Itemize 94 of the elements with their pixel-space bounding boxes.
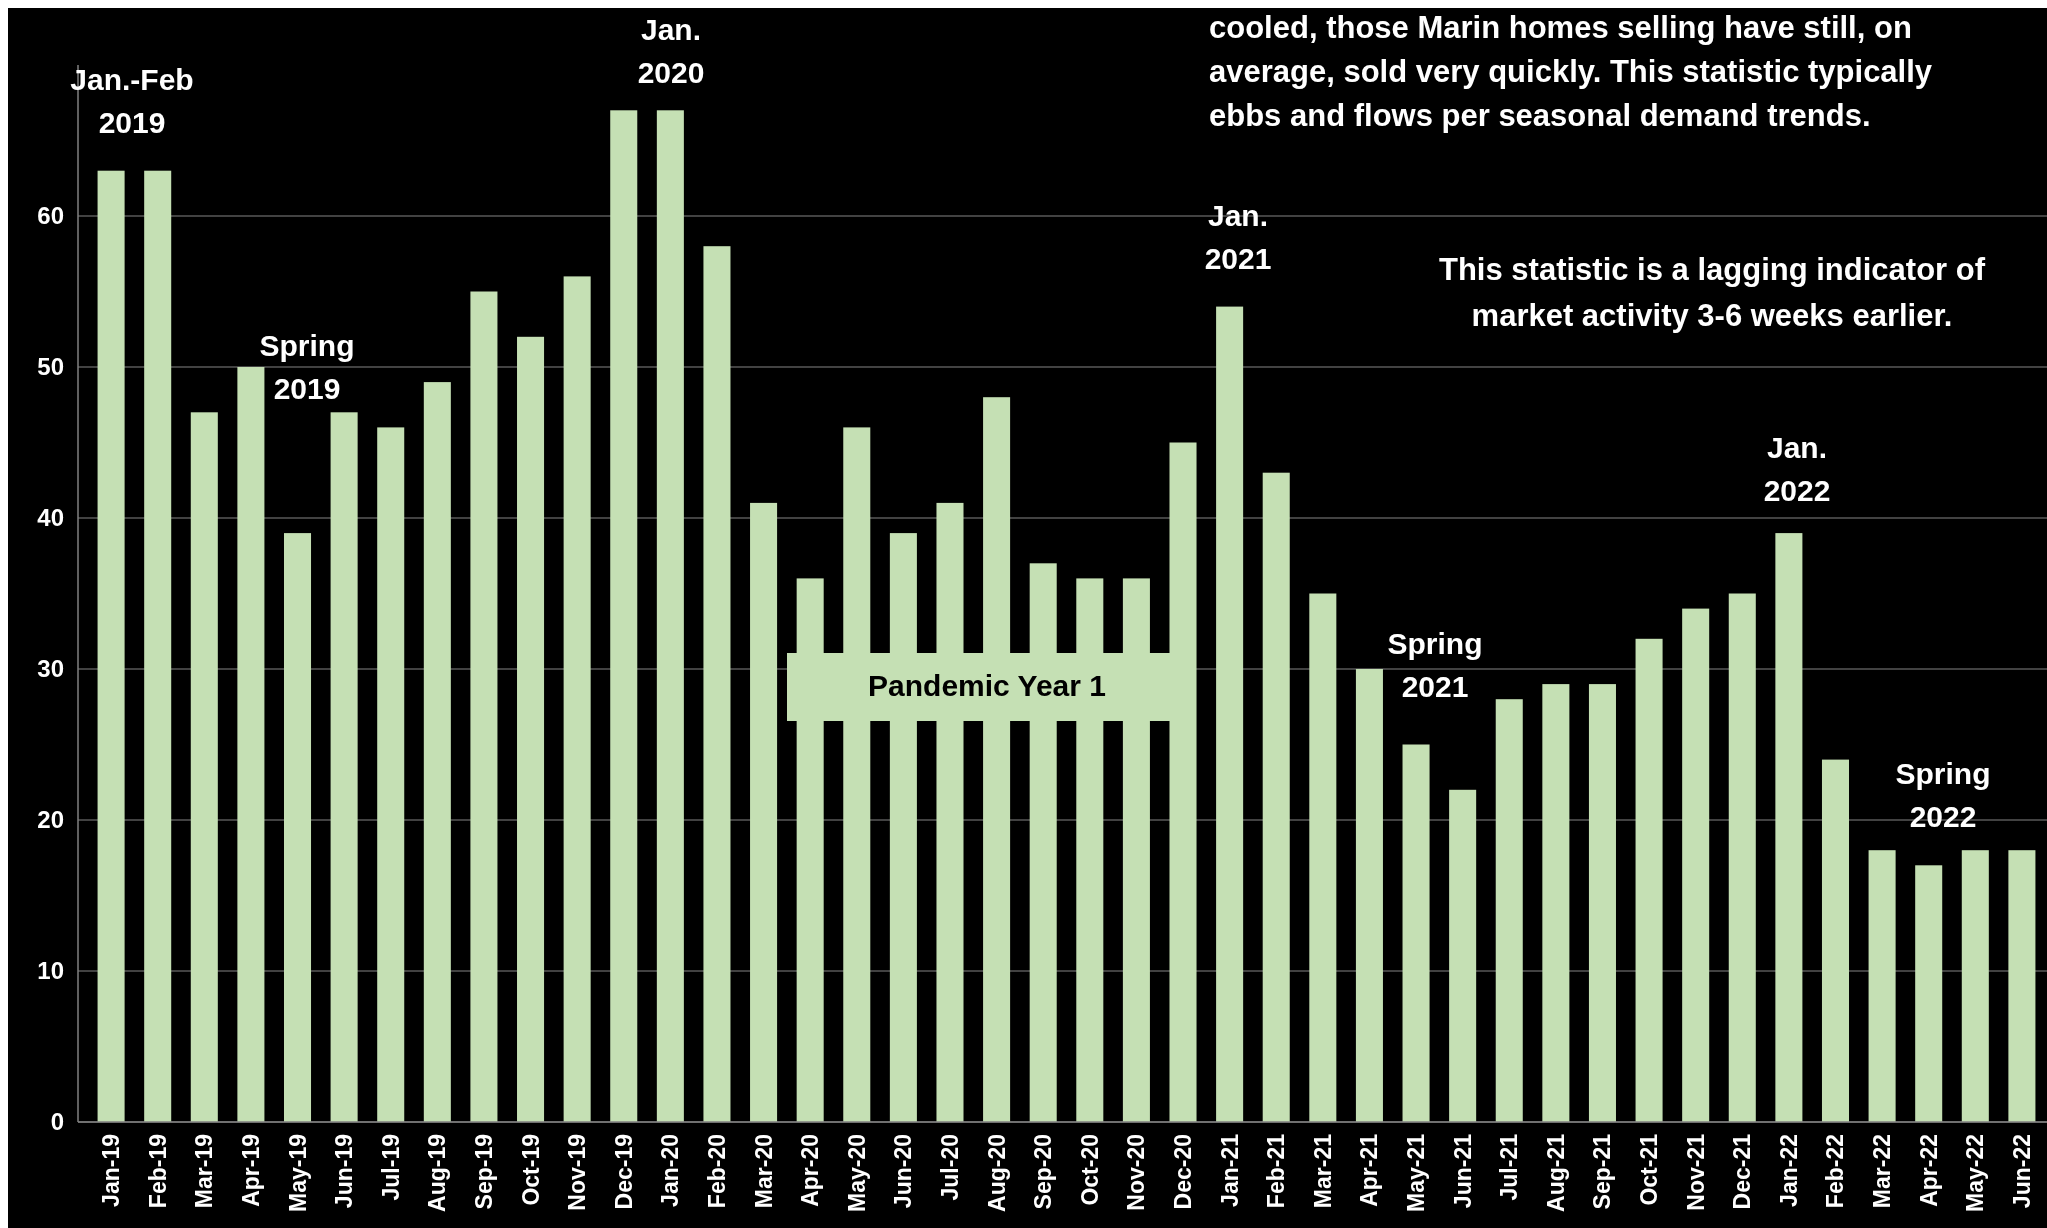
bar	[610, 110, 638, 1122]
x-tick-label: Aug-21	[1542, 1133, 1569, 1212]
bar	[330, 412, 358, 1122]
x-tick-label: Feb-19	[144, 1134, 171, 1209]
bar	[703, 246, 731, 1122]
y-tick-label: 40	[37, 504, 64, 532]
x-tick-label: Aug-19	[424, 1134, 451, 1212]
bar	[1728, 593, 1756, 1122]
x-tick-label: Mar-19	[191, 1134, 218, 1209]
bar	[1775, 533, 1803, 1122]
bar	[190, 412, 218, 1122]
bar	[144, 170, 172, 1122]
bar	[1262, 472, 1290, 1122]
annotation: Pandemic Year 1	[868, 669, 1106, 702]
annotation: Jan. 2022	[1763, 431, 1831, 507]
x-tick-label: Apr-20	[797, 1134, 824, 1207]
y-tick-label: 50	[37, 353, 64, 381]
annotation: Spring 2019	[259, 329, 355, 405]
bar	[1216, 306, 1244, 1122]
x-tick-label: Oct-20	[1076, 1134, 1103, 1206]
x-tick-label: Jan-20	[657, 1134, 684, 1207]
bar	[656, 110, 684, 1122]
x-tick-label: Feb-20	[703, 1134, 730, 1209]
y-tick-label: 0	[50, 1108, 64, 1136]
y-tick-label: 20	[37, 806, 64, 834]
bar	[1309, 593, 1337, 1122]
y-tick-label: 30	[37, 655, 64, 683]
x-tick-label: Nov-21	[1682, 1133, 1709, 1211]
x-tick-label: Oct-21	[1636, 1133, 1663, 1206]
bar	[237, 367, 265, 1122]
x-tick-label: Jun-21	[1449, 1133, 1476, 1209]
bar	[1169, 442, 1197, 1122]
bar	[284, 533, 312, 1122]
bar	[1915, 865, 1943, 1122]
bar	[563, 276, 591, 1122]
x-tick-label: Jul-20	[936, 1134, 963, 1201]
x-tick-label: Mar-22	[1869, 1134, 1896, 1209]
bar	[2008, 850, 2036, 1122]
bar	[1821, 759, 1849, 1122]
bar	[1402, 744, 1430, 1122]
x-tick-label: Dec-21	[1729, 1133, 1756, 1210]
bar	[1635, 638, 1663, 1122]
x-tick-label: Nov-20	[1123, 1134, 1150, 1211]
x-tick-label: Oct-19	[517, 1134, 544, 1206]
bar	[1961, 850, 1989, 1122]
annotation: Spring 2022	[1895, 757, 1991, 833]
bar	[1355, 669, 1383, 1122]
x-tick-label: Jan-19	[98, 1134, 125, 1207]
x-tick-label: Jan-22	[1775, 1134, 1802, 1207]
x-tick-label: Jan-21	[1216, 1133, 1243, 1207]
bar	[750, 502, 778, 1122]
x-tick-label: Jun-22	[2008, 1134, 2035, 1209]
x-tick-label: Dec-19	[610, 1134, 637, 1210]
x-tick-label: Apr-19	[237, 1134, 264, 1207]
x-tick-label: Jul-21	[1496, 1133, 1523, 1201]
x-tick-label: Feb-22	[1822, 1134, 1849, 1209]
bar	[843, 427, 871, 1122]
annotation: Spring 2021	[1387, 627, 1483, 703]
bar	[1868, 850, 1896, 1122]
annotation: cooled, those Marin homes selling have still, on average, sold very quickly. This statistic typically ebbs and flows per seasonal demand trends.	[1209, 10, 1933, 133]
x-tick-label: Nov-19	[564, 1134, 591, 1211]
bar	[1449, 789, 1477, 1122]
bar	[1542, 684, 1570, 1122]
bar	[377, 427, 405, 1122]
bar	[470, 291, 498, 1122]
bar	[423, 382, 451, 1122]
x-tick-label: Feb-21	[1263, 1133, 1290, 1209]
bar	[1588, 684, 1616, 1122]
x-tick-label: Apr-22	[1915, 1134, 1942, 1207]
x-tick-label: Jun-19	[331, 1134, 358, 1209]
annotation: Jan. 2021	[1204, 199, 1272, 275]
bar	[517, 336, 545, 1122]
x-tick-label: May-19	[284, 1134, 311, 1212]
x-tick-label: Sep-21	[1589, 1133, 1616, 1210]
annotation: This statistic is a lagging indicator of market activity 3-6 weeks earlier.	[1438, 252, 1986, 333]
x-tick-label: May-20	[843, 1134, 870, 1212]
x-tick-label: Aug-20	[983, 1134, 1010, 1212]
bar	[1495, 699, 1523, 1122]
x-tick-label: Jun-20	[890, 1134, 917, 1209]
x-tick-label: Sep-19	[470, 1134, 497, 1210]
x-tick-label: Sep-20	[1030, 1134, 1057, 1210]
y-tick-label: 60	[37, 202, 64, 230]
x-tick-label: Apr-21	[1356, 1133, 1383, 1207]
y-tick-label: 10	[37, 957, 64, 985]
bar	[97, 170, 125, 1122]
x-tick-label: May-22	[1962, 1134, 1989, 1212]
annotation: Jan. 2020	[637, 13, 705, 89]
x-tick-label: Mar-21	[1309, 1133, 1336, 1209]
x-tick-label: May-21	[1403, 1133, 1430, 1212]
annotation: Jan.-Feb 2019	[70, 63, 194, 139]
x-tick-label: Jul-19	[377, 1134, 404, 1201]
x-tick-label: Mar-20	[750, 1134, 777, 1209]
bar	[1682, 608, 1710, 1122]
x-tick-label: Dec-20	[1170, 1134, 1197, 1210]
